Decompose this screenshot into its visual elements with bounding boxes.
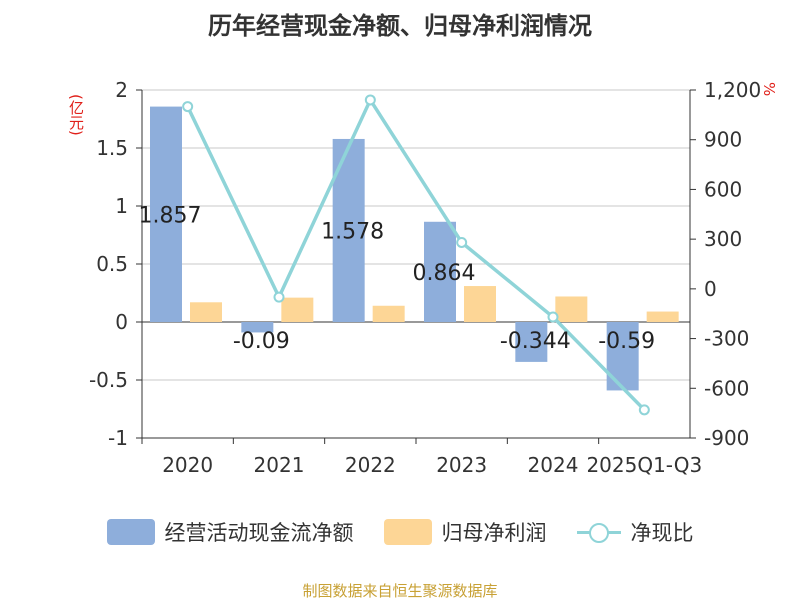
source-note: 制图数据来自恒生聚源数据库 bbox=[302, 582, 498, 600]
left-tick-label: -0.5 bbox=[89, 368, 128, 392]
bar-net-profit bbox=[281, 297, 314, 322]
bar-net-profit bbox=[646, 311, 679, 322]
right-tick-label: 300 bbox=[704, 227, 742, 251]
right-tick-label: -900 bbox=[704, 426, 749, 450]
ratio-point bbox=[547, 311, 559, 323]
left-tick-label: -1 bbox=[108, 426, 128, 450]
ratio-point bbox=[638, 404, 650, 416]
bar-net-profit bbox=[464, 286, 496, 322]
data-label-cashflow: -0.344 bbox=[500, 329, 571, 354]
bar-cashflow bbox=[515, 322, 548, 362]
bar-net-profit bbox=[555, 296, 588, 322]
legend-label-net-profit: 归母净利润 bbox=[441, 521, 547, 545]
legend: 经营活动现金流净额 归母净利润 净现比 bbox=[0, 517, 800, 547]
ratio-point bbox=[456, 236, 468, 248]
right-tick-label: 600 bbox=[704, 177, 742, 201]
left-tick-label: 1 bbox=[115, 194, 128, 218]
legend-swatch-ratio bbox=[576, 519, 621, 545]
x-tick-label: 2024 bbox=[528, 453, 579, 477]
data-label-cashflow: 1.578 bbox=[321, 219, 384, 244]
ratio-point bbox=[182, 101, 194, 113]
data-label-cashflow: -0.59 bbox=[598, 329, 655, 354]
right-tick-label: 1,200 bbox=[704, 78, 761, 102]
legend-item-net-profit[interactable]: 归母净利润 bbox=[383, 517, 547, 547]
legend-label-cashflow: 经营活动现金流净额 bbox=[164, 521, 354, 545]
ratio-line bbox=[186, 96, 646, 412]
right-tick-label: 900 bbox=[704, 128, 742, 152]
ratio-point bbox=[273, 291, 285, 303]
left-tick-label: 0.5 bbox=[96, 252, 128, 276]
bar-cashflow bbox=[241, 322, 274, 333]
data-label-cashflow: 0.864 bbox=[413, 261, 476, 286]
x-tick-label: 2021 bbox=[254, 453, 305, 477]
x-tick-label: 2025Q1-Q3 bbox=[586, 453, 702, 477]
x-tick-label: 2022 bbox=[345, 453, 396, 477]
legend-item-ratio[interactable]: 净现比 bbox=[576, 517, 694, 547]
bar-cashflow bbox=[424, 221, 456, 322]
left-tick-label: 1.5 bbox=[96, 136, 128, 160]
left-axis-unit: (亿元) bbox=[67, 94, 85, 136]
legend-label-ratio: 净现比 bbox=[630, 521, 694, 545]
right-tick-label: -600 bbox=[704, 376, 749, 400]
right-tick-label: 0 bbox=[704, 277, 717, 301]
right-axis-unit: % bbox=[760, 82, 778, 97]
ratio-point bbox=[364, 94, 376, 106]
data-label-cashflow: -0.09 bbox=[233, 329, 290, 354]
legend-swatch-cashflow bbox=[106, 519, 155, 545]
left-tick-label: 0 bbox=[115, 310, 128, 334]
x-tick-label: 2020 bbox=[162, 453, 213, 477]
data-label-cashflow: 1.857 bbox=[139, 203, 202, 228]
legend-item-cashflow[interactable]: 经营活动现金流净额 bbox=[106, 517, 354, 547]
bar-net-profit bbox=[190, 302, 222, 322]
x-tick-label: 2023 bbox=[436, 453, 487, 477]
left-tick-label: 2 bbox=[115, 78, 128, 102]
chart-title: 历年经营现金净额、归母净利润情况 bbox=[208, 12, 592, 40]
right-tick-label: -300 bbox=[704, 327, 749, 351]
bar-cashflow bbox=[150, 106, 182, 322]
legend-swatch-net-profit bbox=[383, 519, 432, 545]
bar-net-profit bbox=[372, 305, 405, 322]
